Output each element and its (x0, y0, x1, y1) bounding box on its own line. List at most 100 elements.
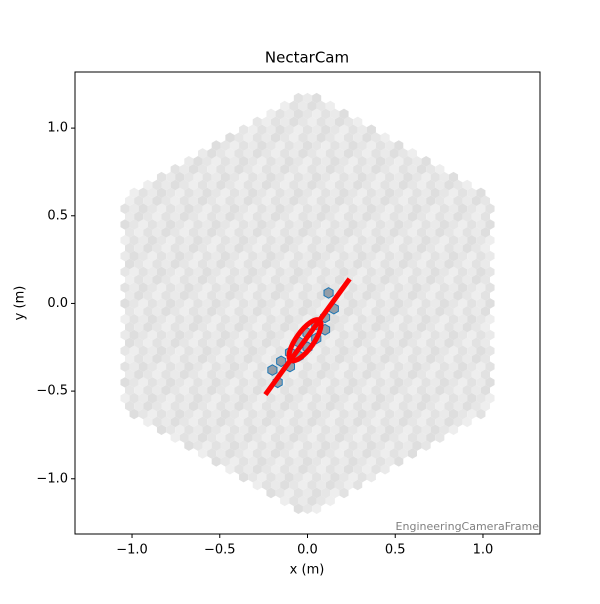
pixel (252, 274, 262, 286)
pixel (234, 132, 244, 143)
hillas-ellipse (286, 317, 324, 364)
pixel (243, 400, 253, 412)
pixel (298, 227, 308, 238)
pixel (229, 187, 240, 199)
pixel (430, 313, 440, 325)
pixel (284, 203, 294, 214)
pixel (353, 337, 363, 349)
pixel (476, 408, 486, 420)
pixel (357, 156, 367, 167)
pixel (271, 416, 281, 428)
pixel (261, 353, 271, 364)
pixel (330, 313, 340, 325)
pixel (234, 337, 244, 349)
pixel (366, 235, 376, 246)
pixel (239, 313, 249, 325)
pixel (362, 432, 372, 443)
pixel (275, 392, 285, 404)
pixel (280, 306, 290, 317)
y-tick-label: −0.5 (36, 384, 68, 399)
pixel (325, 353, 335, 364)
pixel (366, 345, 376, 357)
pixel (444, 416, 454, 428)
pixel (216, 385, 226, 396)
pixel (385, 282, 395, 293)
pixel (339, 392, 349, 404)
pixel (125, 400, 135, 412)
pixel (403, 329, 413, 341)
pixel (257, 187, 267, 199)
pixel (339, 298, 349, 309)
pixel (129, 250, 139, 262)
pixel (380, 132, 390, 143)
pixel (152, 337, 162, 349)
pixel (175, 298, 185, 309)
pixel (380, 179, 390, 191)
pixel (380, 337, 390, 349)
pixel (202, 250, 212, 262)
pixel (412, 424, 422, 436)
pixel (366, 156, 376, 167)
pixel (316, 227, 326, 238)
pixel (289, 479, 299, 491)
pixel (307, 306, 317, 317)
pixel (316, 448, 326, 459)
pixel (211, 345, 221, 357)
pixel (353, 400, 363, 412)
pixel (280, 242, 290, 254)
pixel (147, 298, 157, 309)
pixel (312, 124, 322, 135)
pixel (248, 408, 258, 420)
pixel (193, 329, 203, 341)
pixel (225, 400, 235, 412)
pixel (426, 385, 436, 396)
pixel (334, 337, 344, 349)
pixel (312, 250, 322, 262)
pixel (138, 235, 148, 246)
pixel (220, 456, 230, 467)
pixel (371, 132, 381, 143)
pixel (266, 171, 276, 183)
pixel (366, 361, 376, 372)
pixel (179, 227, 189, 238)
pixel (462, 242, 472, 254)
pixel (120, 361, 130, 372)
pixel (234, 148, 244, 159)
pixel (344, 242, 354, 254)
pixel (398, 274, 408, 286)
pixel (302, 124, 313, 135)
pixel (334, 385, 344, 396)
pixel (289, 400, 299, 412)
pixel (334, 448, 344, 459)
pixel (458, 408, 468, 420)
pixel (435, 432, 445, 443)
pixel (293, 456, 303, 467)
pixel (330, 456, 340, 467)
pixel (389, 400, 399, 412)
pixel (275, 487, 285, 499)
pixel (426, 369, 436, 380)
pixel (394, 313, 404, 325)
pixel (403, 298, 413, 309)
pixel (175, 250, 185, 262)
pixel (275, 235, 285, 246)
pixel (398, 242, 408, 254)
pixel (480, 227, 490, 238)
pixel (266, 329, 276, 341)
pixel (344, 163, 354, 175)
pixel (302, 203, 313, 214)
pixel (330, 487, 340, 499)
pixel (385, 313, 395, 325)
pixel (416, 242, 427, 254)
pixel (344, 463, 354, 475)
pixel (188, 432, 199, 443)
pixel (480, 385, 490, 396)
pixel (248, 471, 258, 483)
pixel (334, 274, 344, 286)
pixel (312, 266, 322, 278)
pixel (170, 306, 180, 317)
pixel (426, 227, 436, 238)
pixel (252, 337, 262, 349)
pixel (293, 187, 303, 199)
